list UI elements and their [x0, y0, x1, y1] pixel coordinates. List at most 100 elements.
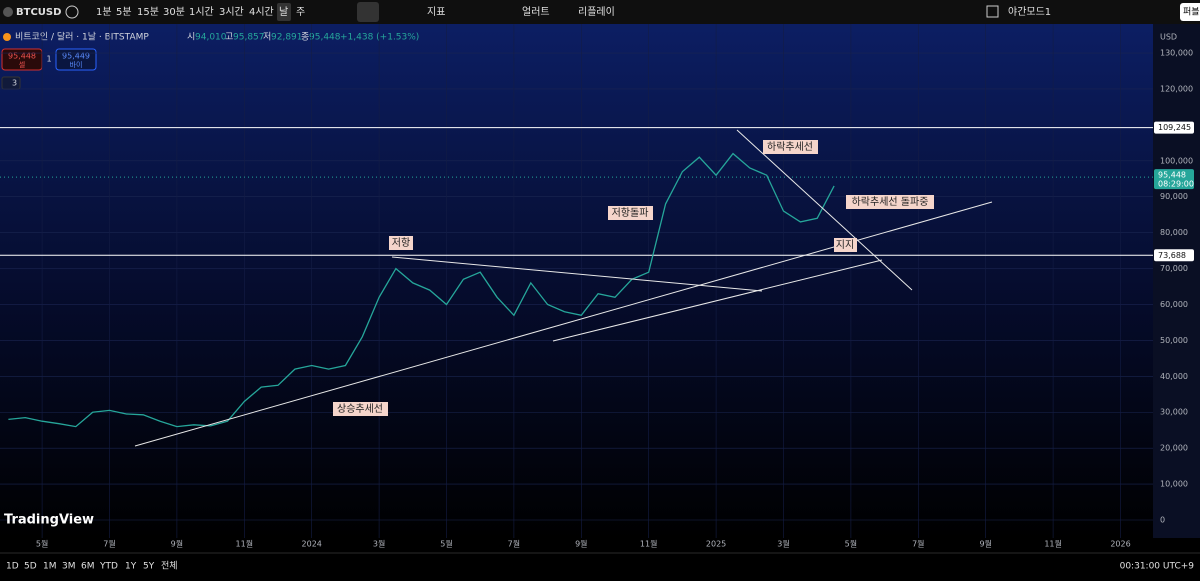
toolbar-items: BTCUSD 1분 5분 15분 30분 1시간 3시간 4시간 날 주 지표 … [3, 2, 1200, 22]
spread: 1 [46, 55, 51, 64]
ohlc-label: 고 [225, 33, 233, 43]
chart-background [0, 24, 1153, 538]
indicator-count: 3 [12, 79, 17, 88]
price-axis [1153, 24, 1200, 538]
x-tick-label: 7월 [508, 539, 520, 549]
plot: 0 10,000 20,000 30,000 40,000 50,000 60,000 70,… [0, 24, 1194, 549]
ohlc-label: 저 [263, 32, 271, 43]
last-price-tag [1154, 169, 1194, 190]
range[interactable]: 1Y [125, 562, 137, 572]
x-tick-label: 2026 [1110, 540, 1130, 549]
level-tag [1154, 121, 1194, 134]
range[interactable]: 5D [24, 562, 37, 572]
range[interactable]: 3M [62, 562, 76, 572]
annotation-box [846, 195, 934, 209]
symbol-name: 비트코인 / 달러 · 1날 · BITSTAMP [15, 31, 149, 43]
x-tick-label: 7월 [103, 539, 115, 549]
y-tick-label: 80,000 [1160, 228, 1188, 237]
time-axis-area [0, 538, 1200, 577]
annotation: 저항돌파 [612, 207, 649, 219]
y-tick-label: 100,000 [1160, 156, 1193, 165]
x-tick-label: 9월 [171, 539, 183, 549]
chart-type-button[interactable] [357, 2, 379, 22]
range[interactable]: YTD [99, 562, 118, 572]
add-button[interactable] [65, 5, 79, 19]
range[interactable]: 5Y [143, 562, 155, 572]
indicators[interactable]: 지표 [427, 6, 445, 18]
interval[interactable]: 주 [296, 7, 305, 18]
checkbox[interactable] [986, 5, 999, 18]
change: +1,438 (+1.53%) [340, 33, 419, 43]
collapse-button[interactable] [1, 76, 21, 90]
range[interactable]: 전체 [161, 561, 178, 572]
x-tick-label: 9월 [575, 539, 587, 549]
annotation: 하락추세선 돌파중 [852, 195, 929, 208]
publish-button[interactable] [1180, 3, 1200, 21]
last-price-label: 95,448 [1158, 171, 1186, 180]
price-line [8, 152, 835, 428]
sell-price: 95,448 [8, 52, 36, 61]
ohlc-value: 95,448 [309, 33, 341, 43]
y-tick-label: 70,000 [1160, 264, 1188, 273]
level-label: 73,688 [1158, 251, 1186, 260]
y-tick-label: 60,000 [1160, 300, 1188, 309]
publish[interactable]: 퍼블 [1183, 7, 1200, 18]
ohlc-label: 시 [187, 32, 195, 43]
annotation: 지지 [836, 239, 854, 251]
x-tick-label: 2025 [706, 540, 726, 549]
toolbar [0, 0, 1200, 24]
x-tick-label: 3월 [777, 539, 789, 549]
range[interactable]: 6M [81, 562, 95, 572]
ohlc-value: 95,857 [233, 33, 265, 43]
interval[interactable]: 5분 [116, 6, 132, 18]
logo: TradingView [4, 513, 94, 528]
x-tick-label: 7월 [912, 539, 924, 549]
interval[interactable]: 30분 [163, 6, 185, 18]
theme[interactable]: 야간모드1 [1008, 6, 1051, 18]
interval[interactable]: 날 [279, 6, 288, 18]
trend-line [736, 129, 913, 291]
ohlc-value: 92,891 [271, 33, 303, 43]
x-tick-label: 3월 [373, 539, 385, 549]
interval[interactable]: 1분 [96, 6, 112, 18]
x-tick-label: 5월 [36, 539, 48, 549]
interval[interactable]: 3시간 [219, 6, 244, 18]
sell-label: 셀 [19, 61, 25, 69]
interval[interactable]: 1시간 [189, 6, 214, 18]
x-tick-label: 11월 [1044, 539, 1062, 549]
interval[interactable]: 4시간 [249, 6, 274, 18]
level-tag [1154, 249, 1194, 262]
annotations: 저항 저항돌파 하락추세선 하락추세선 돌파중 지지 상승추세선 [333, 140, 934, 416]
replay[interactable]: 리플레이 [578, 6, 615, 18]
y-tick-label: 40,000 [1160, 372, 1188, 381]
annotation-box [834, 238, 857, 252]
ohlc-label: 종 [301, 32, 309, 43]
annotation-box [763, 140, 818, 154]
y-tick-label: 130,000 [1160, 49, 1193, 58]
y-tick-label: 120,000 [1160, 84, 1193, 93]
interval[interactable]: 15분 [137, 6, 159, 18]
symbol-icon [3, 7, 13, 17]
clock: 00:31:00 UTC+9 [1120, 562, 1195, 572]
range[interactable]: 1M [43, 562, 57, 572]
range[interactable]: 1D [6, 562, 19, 572]
ohlc-value: 94,010 [195, 33, 227, 43]
symbol[interactable]: BTCUSD [16, 7, 61, 18]
trend-line [552, 259, 883, 342]
x-tick-label: 11월 [640, 539, 658, 549]
legend: 비트코인 / 달러 · 1날 · BITSTAMP 시 94,010 고 95,… [1, 31, 419, 90]
annotation: 하락추세선 [767, 140, 813, 153]
y-tick-label: 30,000 [1160, 408, 1188, 417]
y-tick-label: 90,000 [1160, 192, 1188, 201]
alert[interactable]: 얼러트 [522, 6, 550, 18]
y-tick-label: 50,000 [1160, 336, 1188, 345]
annotation-box [333, 402, 388, 416]
annotation: 저항 [392, 237, 410, 249]
buy-button[interactable] [55, 48, 97, 71]
active-interval [277, 3, 291, 21]
currency[interactable]: USD [1160, 33, 1177, 42]
level-label: 109,245 [1158, 123, 1191, 132]
x-tick-label: 2024 [302, 540, 322, 549]
